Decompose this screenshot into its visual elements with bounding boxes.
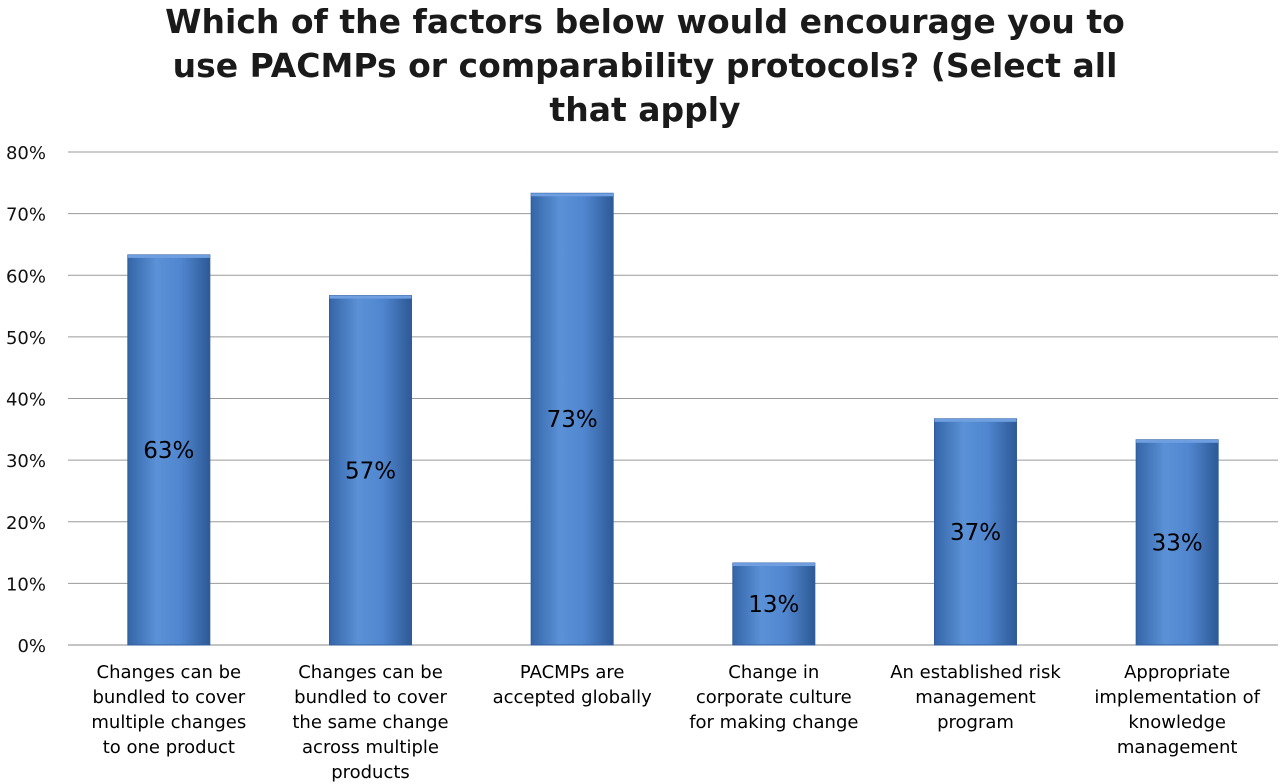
bar <box>732 562 816 646</box>
y-tick-label: 10% <box>6 574 46 595</box>
chart-title-line-2: use PACMPs or comparability protocols? (… <box>172 46 1118 85</box>
data-label: 13% <box>748 592 799 618</box>
bar-top-highlight <box>329 295 412 299</box>
x-category-label: PACMPs are accepted globally <box>493 662 653 708</box>
x-axis-categories: Changes can be bundled to cover multiple c… <box>91 662 1260 783</box>
data-label: 63% <box>143 438 194 464</box>
bar-top-highlight <box>531 193 614 197</box>
data-label: 37% <box>950 520 1001 546</box>
y-tick-label: 70% <box>6 205 46 226</box>
bar <box>1135 439 1219 646</box>
y-tick-label: 30% <box>6 451 46 472</box>
bar-top-highlight <box>732 563 815 567</box>
y-tick-label: 0% <box>17 636 46 657</box>
data-label: 57% <box>345 458 396 484</box>
x-category-label: Changes can be bundled to cover the same c… <box>292 662 448 783</box>
x-category-label: Changes can be bundled to cover multiple c… <box>91 662 246 758</box>
bars <box>127 192 1219 646</box>
y-tick-label: 80% <box>6 143 46 164</box>
data-labels: 63% 57% 73% 13% 37% 33% <box>143 407 1202 618</box>
x-category-label: An established risk management program <box>890 662 1061 733</box>
data-label: 33% <box>1152 530 1203 556</box>
chart-title: Which of the factors below would encoura… <box>0 0 1280 132</box>
bar <box>934 418 1017 646</box>
x-category-label: Change in corporate culture for making cha… <box>689 662 858 733</box>
y-tick-label: 20% <box>6 513 46 534</box>
bar-top-highlight <box>934 418 1017 422</box>
y-tick-label: 60% <box>6 266 46 287</box>
gridlines <box>68 151 1278 646</box>
y-tick-label: 50% <box>6 328 46 349</box>
bar-top-highlight <box>127 254 210 258</box>
x-category-label: Appropriate implementation of knowledge man… <box>1094 662 1260 758</box>
y-axis: 0% 10% 20% 30% 40% 50% 60% 70% 80% <box>6 143 46 657</box>
chart-title-line-3: that apply <box>549 90 741 129</box>
chart-title-line-1: Which of the factors below would encoura… <box>165 2 1125 41</box>
data-label: 73% <box>547 407 598 433</box>
y-tick-label: 40% <box>6 390 46 411</box>
bar-top-highlight <box>1136 439 1219 443</box>
